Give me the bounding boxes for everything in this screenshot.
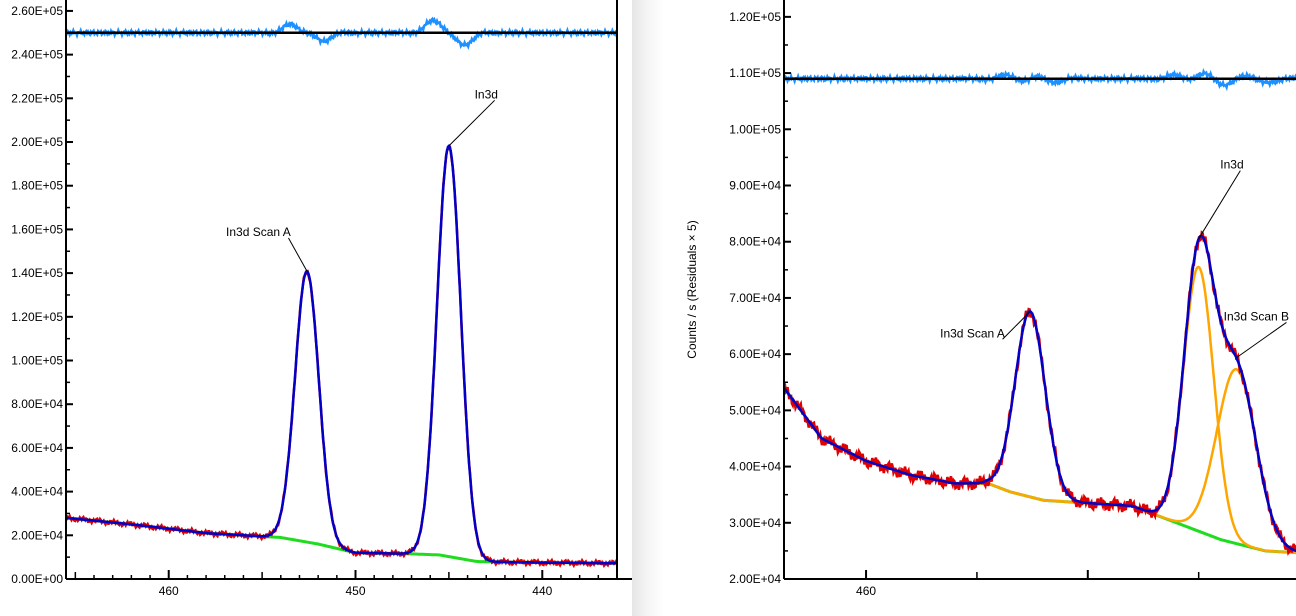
y-tick-label: 0.00E+00 [11,572,63,586]
chart-panel-left: 0.00E+00 2.00E+04 4.00E+04 6.00E+04 8.00E+04… [0,0,632,616]
envelope-curve [65,143,617,565]
peak-label: In3d [475,87,498,101]
peak-label-leader [1236,322,1287,359]
y-tick-label: 3.00E+04 [729,516,781,530]
y-tick-label: 1.20E+05 [11,310,63,324]
y-tick-label: 2.40E+05 [11,48,63,62]
y-tick-label: 1.80E+05 [11,179,63,193]
y-tick-label: 7.00E+04 [729,291,781,305]
peak-label: In3d Scan B [1224,309,1289,323]
chart-panel-right: 2.00E+04 3.00E+04 4.00E+04 5.00E+04 6.00E+04… [664,0,1296,616]
raw-data-curve [65,145,619,569]
y-tick-label: 4.00E+04 [11,485,63,499]
y-tick-label: 1.00E+05 [11,354,63,368]
y-tick-label: 2.00E+04 [11,528,63,542]
y-tick-label: 1.20E+05 [729,10,781,24]
y-tick-label: 6.00E+04 [729,347,781,361]
x-tick-label: 440 [532,584,552,598]
x-tick-label: 460 [159,584,179,598]
peak-label-leader [288,237,308,272]
peak-label: In3d Scan A [226,225,291,239]
y-tick-label: 2.00E+04 [729,572,781,586]
y-tick-label: 5.00E+04 [729,403,781,417]
envelope-curve [783,234,1296,553]
panel-divider [632,0,664,616]
peak-label-leader [1198,170,1241,239]
spectrum-chart-right: 2.00E+04 3.00E+04 4.00E+04 5.00E+04 6.00E+04… [685,0,1296,598]
peak-label-leader [1002,311,1031,340]
raw-data-curve [782,230,1296,556]
y-tick-label: 9.00E+04 [729,179,781,193]
y-tick-label: 1.40E+05 [11,266,63,280]
spectrum-chart-left: 0.00E+00 2.00E+04 4.00E+04 6.00E+04 8.00E+04… [11,0,632,598]
y-tick-label: 2.20E+05 [11,91,63,105]
background-curve [782,387,1296,555]
y-tick-label: 8.00E+04 [11,397,63,411]
x-tick-label: 460 [856,584,876,598]
y-tick-label: 1.00E+05 [729,122,781,136]
y-tick-label: 1.10E+05 [729,66,781,80]
y-tick-label: 2.60E+05 [11,4,63,18]
y-tick-label: 8.00E+04 [729,235,781,249]
y-tick-label: 4.00E+04 [729,460,781,474]
peak-label: In3d [1220,158,1243,172]
y-tick-label: 6.00E+04 [11,441,63,455]
peak-label-leader [448,99,496,147]
y-axis-title: Counts / s (Residuals × 5) [685,220,699,358]
x-tick-label: 450 [345,584,365,598]
peak-label: In3d Scan A [940,326,1005,340]
y-tick-label: 2.00E+05 [11,135,63,149]
y-tick-label: 1.60E+05 [11,222,63,236]
